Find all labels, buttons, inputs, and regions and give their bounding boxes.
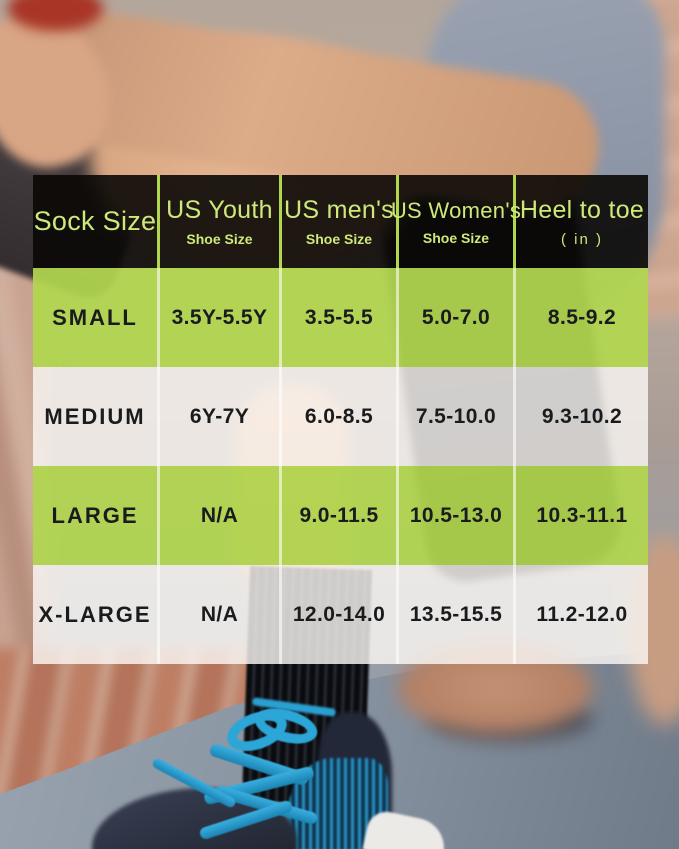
column-sublabel: Shoe Size [305, 231, 373, 247]
table-row-small: SMALL 3.5Y-5.5Y 3.5-5.5 5.0-7.0 8.5-9.2 [33, 268, 648, 367]
cell-us-womens: 5.0-7.0 [399, 268, 516, 367]
column-sublabel: Shoe Size [422, 229, 490, 246]
column-label: Heel to toe [519, 195, 645, 224]
cell-us-womens: 7.5-10.0 [399, 367, 516, 466]
column-label: US Women's [390, 197, 522, 223]
cell-us-youth: N/A [160, 466, 282, 565]
table-row-x-large: X-LARGE N/A 12.0-14.0 13.5-15.5 11.2-12.… [33, 565, 648, 664]
cell-us-youth: N/A [160, 565, 282, 664]
header-us-womens: US Women's Shoe Size [391, 175, 521, 268]
header-heel-to-toe: Heel to toe ( in ) [516, 175, 648, 268]
cell-us-youth: 3.5Y-5.5Y [160, 268, 282, 367]
column-label: US Youth [166, 196, 273, 224]
cell-heel-to-toe: 8.5-9.2 [547, 305, 617, 329]
sock-size-table: Sock Size US Youth Shoe Size US men's Sh… [33, 175, 648, 664]
header-us-mens: US men's Shoe Size [282, 175, 399, 268]
cell-us-mens: 12.0-14.0 [282, 565, 399, 664]
cell-size: MEDIUM [33, 367, 160, 466]
cell-heel-to-toe: 9.3-10.2 [541, 404, 623, 428]
table-row-large: LARGE N/A 9.0-11.5 10.5-13.0 10.3-11.1 [33, 466, 648, 565]
cell-heel-to-toe: 10.3-11.1 [536, 503, 628, 527]
cell-us-womens: 10.5-13.0 [399, 466, 516, 565]
column-sublabel: Shoe Size [186, 231, 253, 247]
header-us-youth: US Youth Shoe Size [160, 175, 282, 268]
column-sublabel: ( in ) [561, 230, 603, 248]
header-sock-size: Sock Size [33, 175, 160, 268]
cell-us-mens: 3.5-5.5 [282, 268, 399, 367]
table-row-medium: MEDIUM 6Y-7Y 6.0-8.5 7.5-10.0 9.3-10.2 [33, 367, 648, 466]
cell-us-mens: 6.0-8.5 [282, 367, 399, 466]
cell-size: LARGE [33, 466, 160, 565]
cell-heel-to-toe: 11.2-12.0 [536, 602, 628, 626]
column-label: US men's [284, 196, 394, 224]
cell-us-youth: 6Y-7Y [160, 367, 282, 466]
cell-size: X-LARGE [33, 565, 160, 664]
cell-us-womens: 13.5-15.5 [399, 565, 516, 664]
column-label: Sock Size [33, 206, 157, 236]
cell-size: SMALL [33, 268, 160, 367]
table-header-row: Sock Size US Youth Shoe Size US men's Sh… [33, 175, 648, 268]
cell-us-mens: 9.0-11.5 [282, 466, 399, 565]
